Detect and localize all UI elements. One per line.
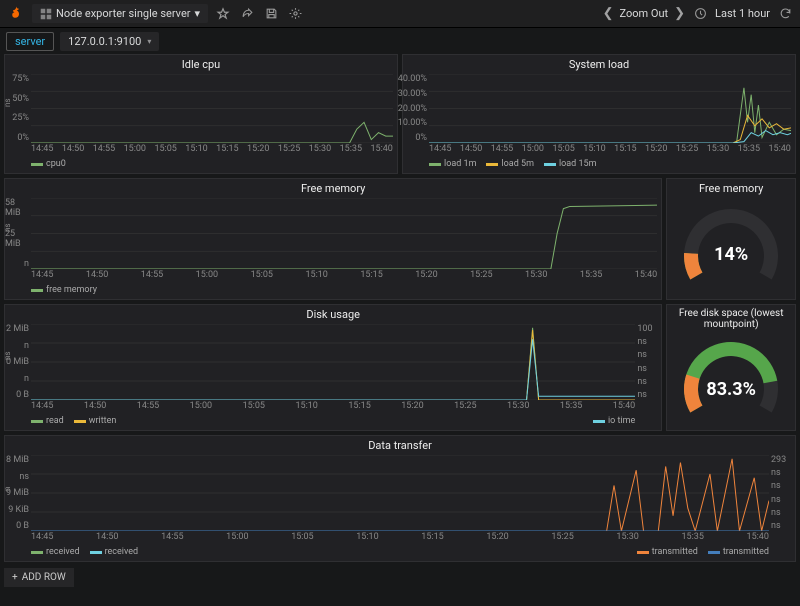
- chevron-down-icon: ▾: [195, 7, 201, 20]
- panel-title: Disk usage: [5, 305, 661, 322]
- panel-free-memory-gauge[interactable]: Free memory 14%: [666, 178, 796, 300]
- panel-data-transfer[interactable]: Data transfer n 8 MiBns9 MiB9 KiB0 B 293…: [4, 435, 796, 562]
- x-axis: 14:4514:5014:5515:0015:0515:1015:1515:20…: [429, 144, 791, 157]
- panel-disk-usage[interactable]: Disk usage ns 2 MiBn0 MiBn0 B 100nsnsnsn…: [4, 304, 662, 431]
- y-axis: 40.00%30.00%20.00%10.00%0%: [403, 72, 429, 157]
- chart-area: [31, 74, 393, 143]
- add-row-button[interactable]: +ADD ROW: [4, 568, 74, 587]
- grafana-logo-icon[interactable]: [6, 4, 26, 24]
- x-axis: 14:4514:5014:5515:0015:0515:1015:1515:20…: [31, 532, 769, 545]
- legend: free memory: [5, 283, 661, 298]
- panel-title: System load: [403, 55, 795, 72]
- legend: cpu0: [5, 157, 397, 172]
- y-axis: 75%50%25%0%: [5, 72, 31, 157]
- panel-free-memory[interactable]: Free memory ns 58 MiB25 MiBn 14:4514:501…: [4, 178, 662, 300]
- gauge: 83.3%: [667, 331, 795, 426]
- dashboard-picker[interactable]: Node exporter single server ▾: [32, 4, 208, 23]
- chevron-down-icon: ▾: [147, 37, 151, 46]
- variable-label: server: [6, 32, 54, 51]
- chart-area: [31, 198, 657, 269]
- variable-dropdown[interactable]: 127.0.0.1:9100▾: [60, 32, 159, 51]
- x-axis: 14:4514:5014:5515:0015:0515:1015:1515:20…: [31, 401, 635, 414]
- chart-area: [31, 324, 635, 400]
- save-icon[interactable]: [262, 5, 280, 23]
- x-axis: 14:4514:5014:5515:0015:0515:1015:1515:20…: [31, 144, 393, 157]
- legend: receivedreceived transmittedtransmitted: [5, 545, 795, 560]
- panel-idle-cpu[interactable]: Idle cpu ns 75%50%25%0% 14:4514:5014:551…: [4, 54, 398, 174]
- panel-title: Data transfer: [5, 436, 795, 453]
- panel-free-disk-gauge[interactable]: Free disk space (lowest mountpoint) 83.3…: [666, 304, 796, 431]
- panel-title: Idle cpu: [5, 55, 397, 72]
- legend: readwritten io time: [5, 414, 661, 429]
- chart-area: [31, 455, 769, 531]
- time-range-button[interactable]: Last 1 hour: [715, 7, 770, 20]
- panel-grid: Idle cpu ns 75%50%25%0% 14:4514:5014:551…: [0, 54, 800, 562]
- refresh-icon[interactable]: [776, 5, 794, 23]
- gauge: 14%: [667, 196, 795, 296]
- panel-title: Free memory: [667, 179, 795, 196]
- time-back-icon[interactable]: ❮: [603, 6, 614, 21]
- variable-bar: server 127.0.0.1:9100▾: [0, 28, 800, 54]
- top-bar: Node exporter single server ▾ ❮ Zoom Out…: [0, 0, 800, 28]
- y-axis-right: 293nsnsnsnsns: [769, 453, 795, 545]
- share-icon[interactable]: [238, 5, 256, 23]
- y-axis-right: 100nsnsnsnsns: [635, 322, 661, 414]
- y-axis: 58 MiB25 MiBn: [5, 196, 31, 283]
- chart-area: [429, 74, 791, 143]
- legend: load 1mload 5mload 15m: [403, 157, 795, 172]
- clock-icon: [691, 5, 709, 23]
- panel-title: Free disk space (lowest mountpoint): [667, 305, 795, 331]
- panel-system-load[interactable]: System load 40.00%30.00%20.00%10.00%0% 1…: [402, 54, 796, 174]
- time-forward-icon[interactable]: ❯: [674, 6, 685, 21]
- x-axis: 14:4514:5014:5515:0015:0515:1015:1515:20…: [31, 270, 657, 283]
- y-axis: 8 MiBns9 MiB9 KiB0 B: [5, 453, 31, 545]
- panel-title: Free memory: [5, 179, 661, 196]
- plus-icon: +: [12, 572, 18, 583]
- gear-icon[interactable]: [286, 5, 304, 23]
- zoom-out-button[interactable]: Zoom Out: [620, 7, 669, 20]
- star-icon[interactable]: [214, 5, 232, 23]
- dashboard-title: Node exporter single server: [56, 7, 191, 20]
- y-axis: 2 MiBn0 MiBn0 B: [5, 322, 31, 414]
